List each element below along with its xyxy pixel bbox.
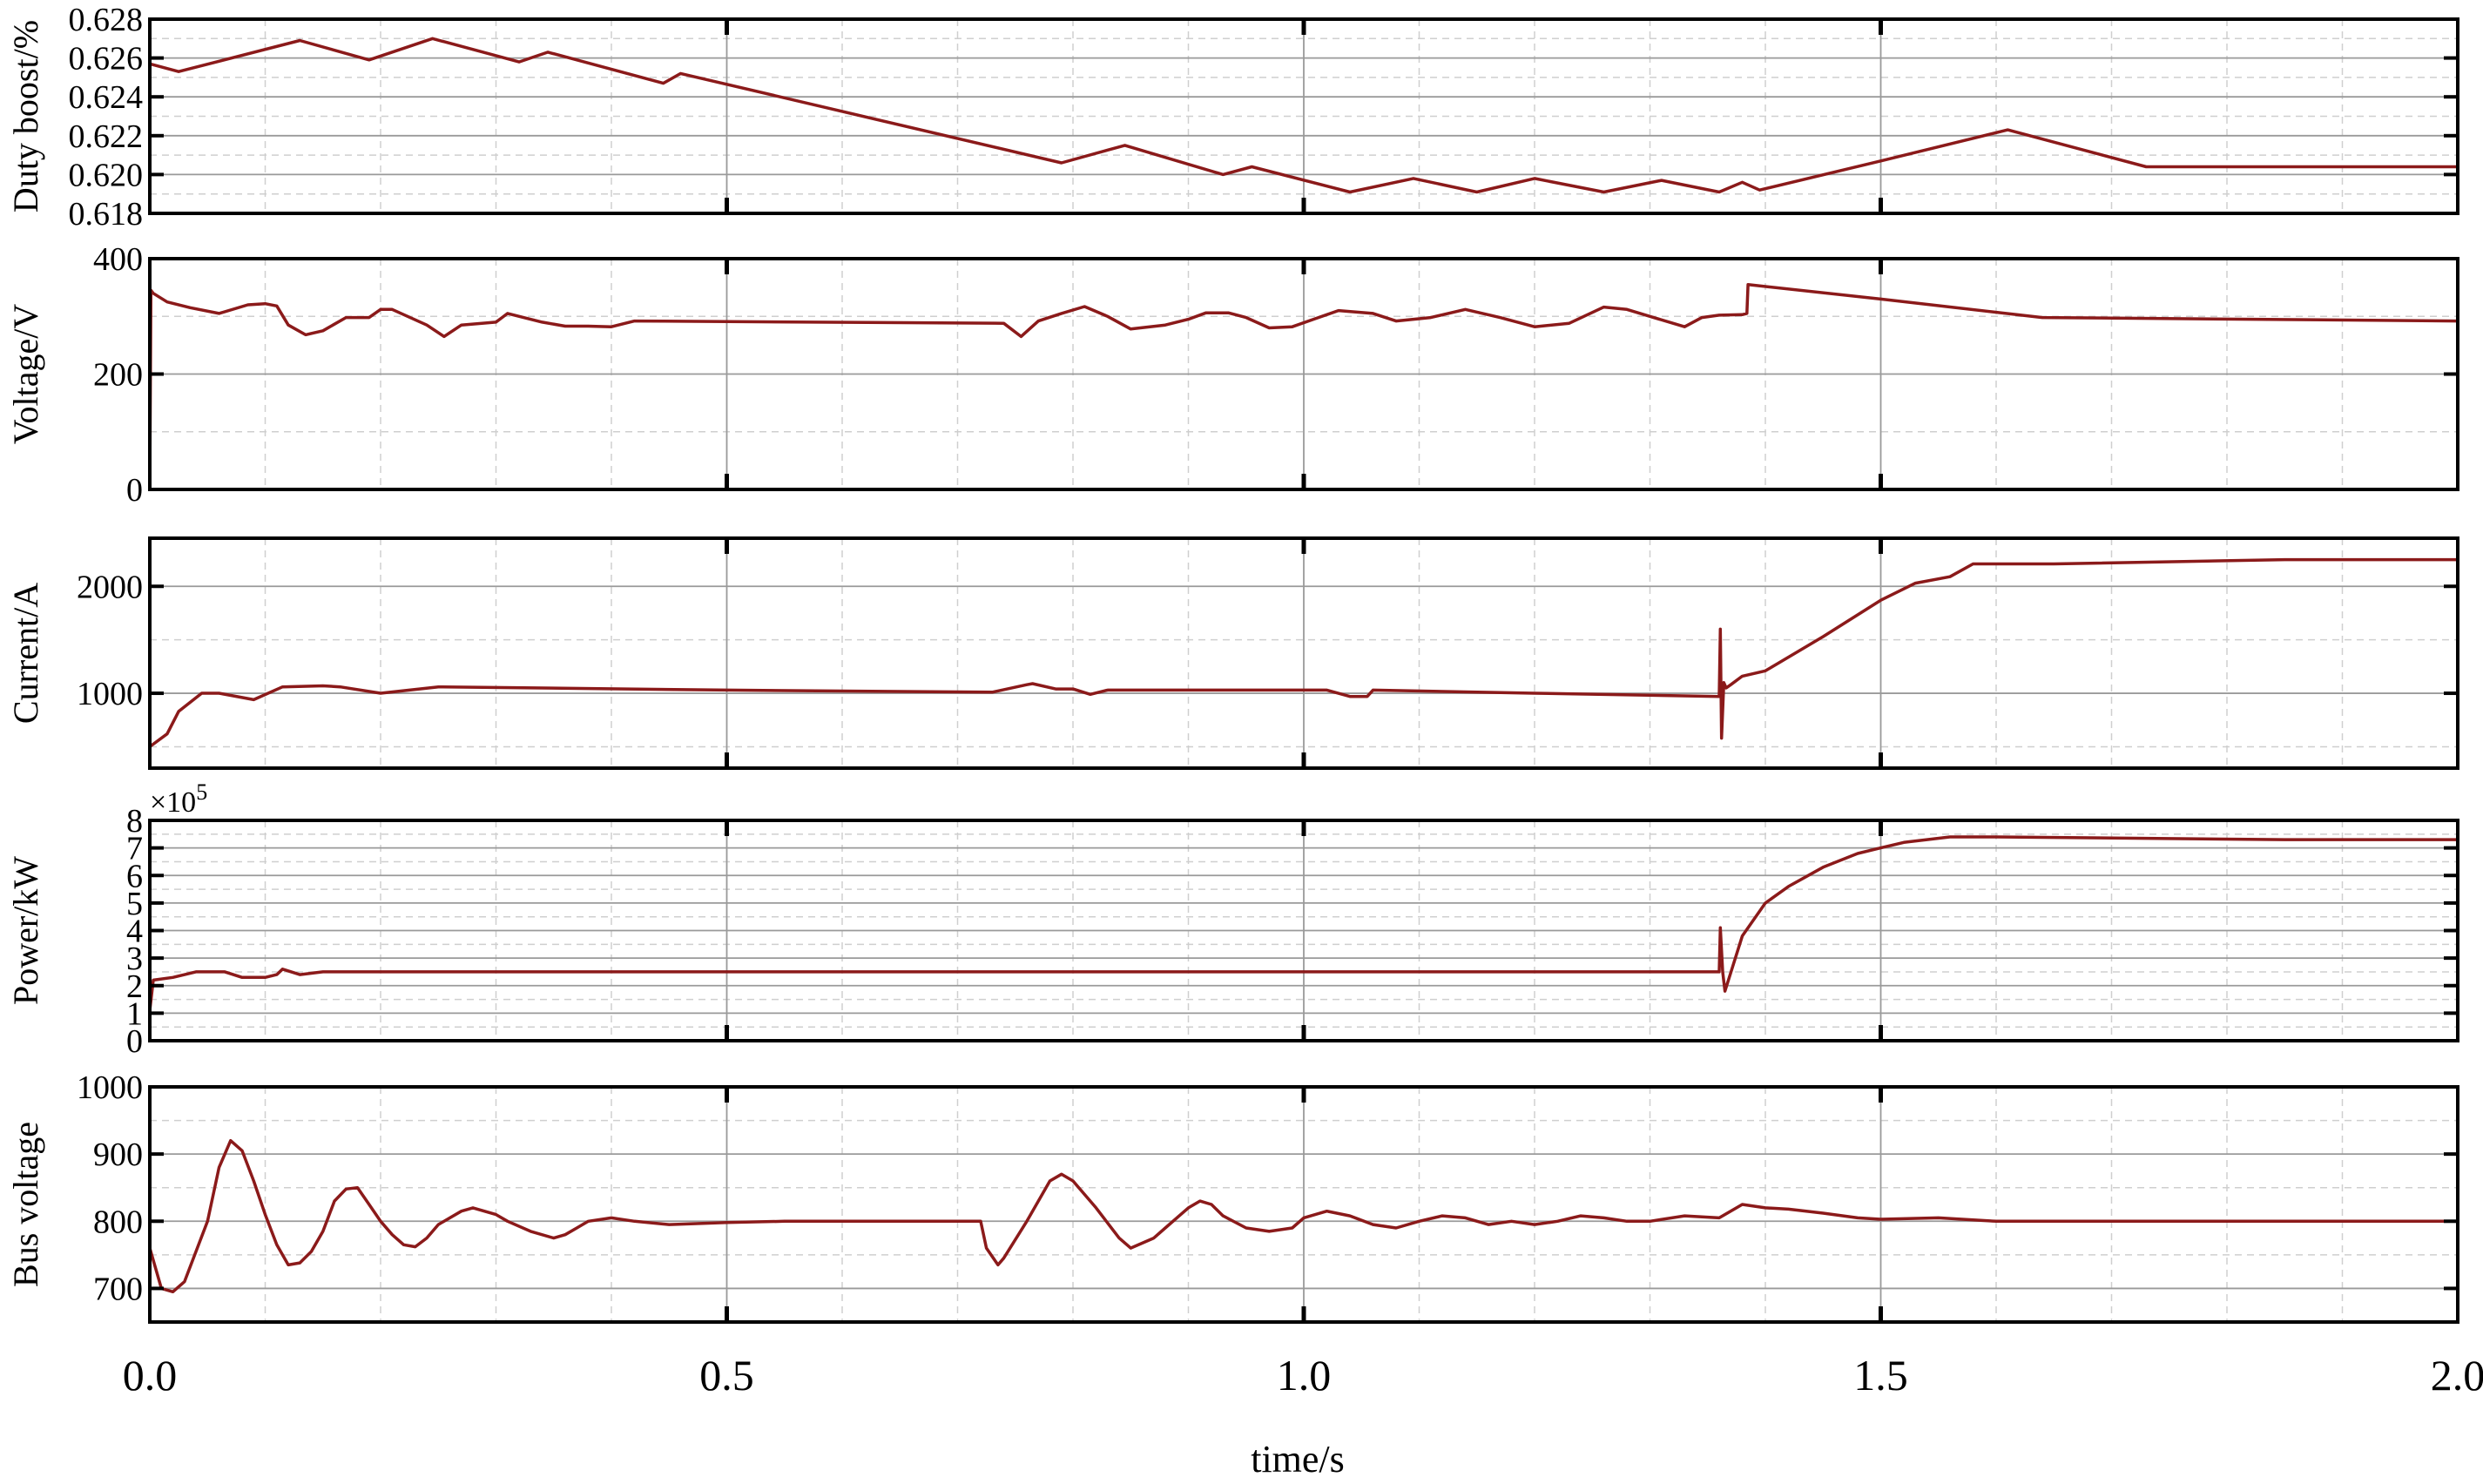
series-line — [148, 557, 2458, 748]
y-tick-label: 0.618 — [69, 196, 144, 233]
panel-2: 0 200 400 Voltage/V — [6, 241, 2459, 509]
y-axis-label: Bus voltage — [6, 1122, 45, 1287]
x-tick-label: 2.0 — [2431, 1351, 2483, 1400]
y-tick-label: 400 — [93, 241, 143, 278]
series-line — [149, 37, 2458, 194]
y-tick-label: 0 — [126, 1023, 143, 1060]
y-tick-label: 0.626 — [69, 41, 144, 78]
y-tick-label: 700 — [93, 1271, 143, 1307]
y-tick-label: 1000 — [77, 1069, 143, 1106]
y-tick-label: 200 — [93, 357, 143, 394]
y-tick-label: 900 — [93, 1137, 143, 1173]
y-axis-label: Power/kW — [6, 856, 45, 1005]
y-tick-label: 2000 — [77, 569, 143, 605]
series-line — [148, 283, 2459, 487]
y-tick-label: 8 — [126, 803, 143, 840]
y-tick-label: 0.624 — [69, 79, 144, 116]
y-tick-label: 800 — [93, 1204, 143, 1240]
y-tick-label: 0.620 — [69, 157, 144, 193]
y-tick-label: 1000 — [77, 676, 143, 712]
series-line — [148, 1138, 2458, 1294]
y-tick-label: 5 — [126, 886, 143, 922]
y-tick-label: 0 — [126, 472, 143, 509]
y-tick-label: 4 — [126, 914, 143, 950]
y-tick-label: 0.622 — [69, 118, 144, 155]
x-tick-label: 1.5 — [1853, 1351, 1908, 1400]
series-line — [148, 835, 2458, 1011]
y-tick-label: 0.628 — [69, 2, 144, 38]
y-axis-label: Current/A — [6, 583, 45, 724]
x-axis: time/s 0.0 0.5 1.0 1.5 2.0 — [123, 1351, 2483, 1481]
y-tick-label: 3 — [126, 941, 143, 977]
y-axis-label: Duty boost/% — [6, 20, 45, 212]
y-multiplier: ×105 — [150, 779, 207, 819]
y-tick-label: 7 — [126, 831, 143, 867]
y-tick-label: 2 — [126, 968, 143, 1005]
panel-3: 1000 2000 Current/A — [6, 536, 2459, 770]
x-tick-label: 0.5 — [699, 1351, 754, 1400]
x-tick-label: 0.0 — [123, 1351, 178, 1400]
x-tick-label: 1.0 — [1277, 1351, 1332, 1400]
y-axis-label: Voltage/V — [6, 304, 45, 445]
y-tick-label: 1 — [126, 995, 143, 1032]
panel-5: 700 800 900 1000 Bus voltage — [6, 1069, 2459, 1324]
y-tick-label: 6 — [126, 858, 143, 894]
x-axis-label: time/s — [1251, 1438, 1345, 1481]
